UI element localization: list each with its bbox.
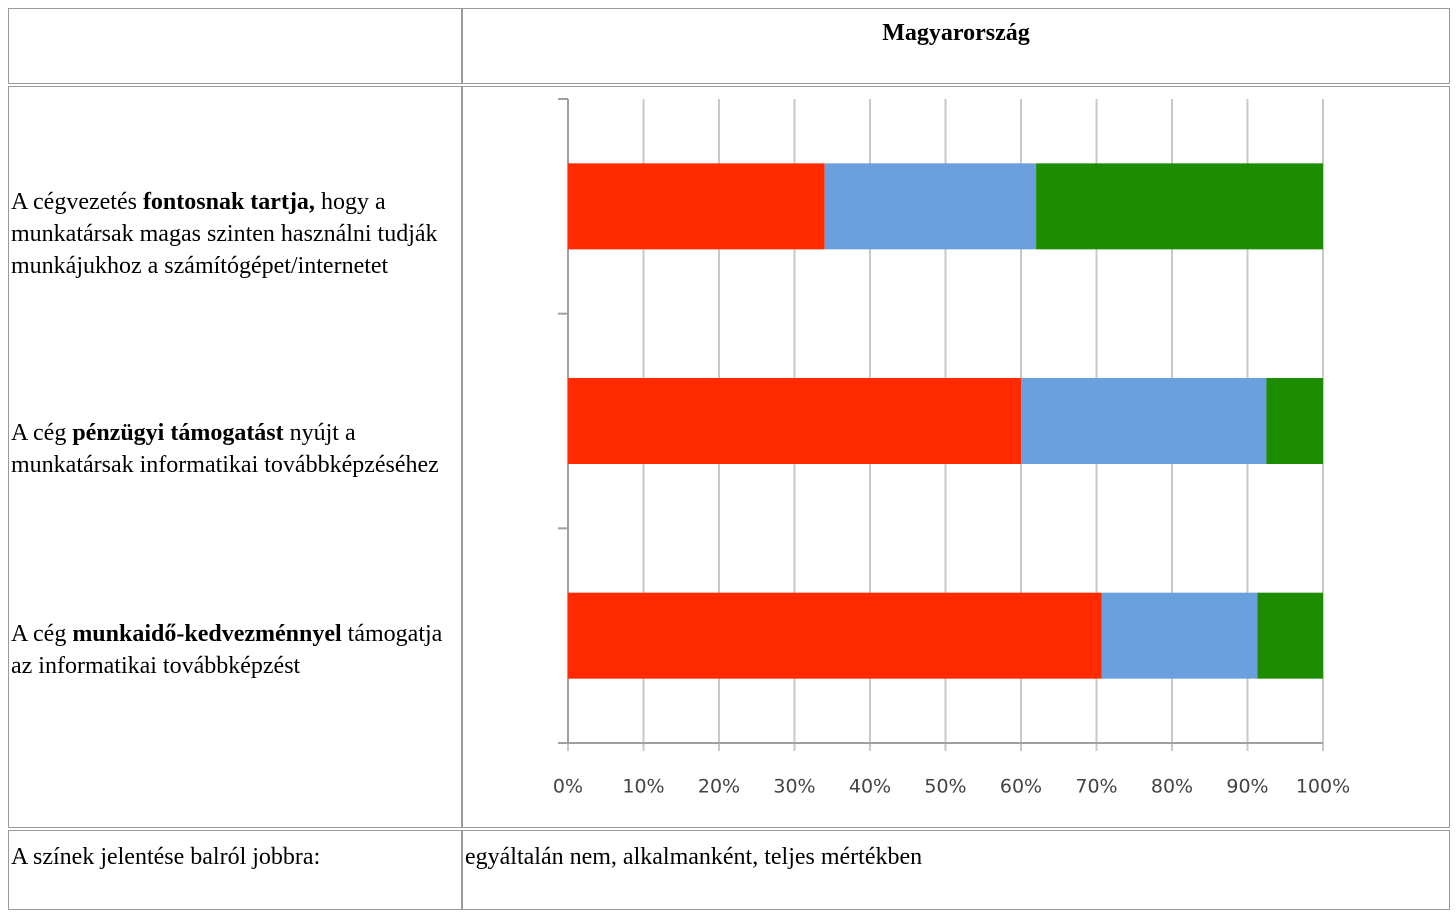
row-label-part: A cégvezetés	[11, 189, 143, 215]
header-title: Magyarország	[882, 20, 1030, 46]
x-tick-label: 10%	[622, 776, 664, 798]
row-label: A cég munkaidő-kedvezménnyel támogatja a…	[11, 618, 459, 682]
x-tick-label: 60%	[1000, 776, 1042, 798]
bar-segment	[1036, 163, 1323, 250]
x-tick-label: 0%	[553, 776, 583, 798]
x-tick-label: 90%	[1226, 776, 1268, 798]
row-label-bold: pénzügyi támogatást	[72, 420, 284, 446]
row-label-part: A cég	[11, 621, 73, 647]
row-label-part: nyújt a munkatársak informatikai továbbk…	[11, 420, 439, 478]
row-label: A cég pénzügyi támogatást nyújt a munkat…	[11, 417, 459, 481]
bar-segment	[568, 592, 1102, 679]
chart: 0% 10% 20% 30% 40% 50% 60% 70% 80% 90% 100%	[553, 98, 1350, 798]
x-tick-label: 100%	[1296, 776, 1350, 798]
x-tick-label: 20%	[698, 776, 740, 798]
legend-label: A színek jelentése balról jobbra:	[11, 844, 321, 870]
bar-segment	[1266, 378, 1323, 464]
bar-segment	[1257, 592, 1323, 679]
row-label-bold: munkaidő-kedvezménnyel	[72, 621, 342, 647]
chart-cell: 0% 10% 20% 30% 40% 50% 60% 70% 80% 90% 100%	[462, 86, 1450, 828]
legend-text: egyáltalán nem, alkalmanként, teljes mér…	[465, 844, 923, 870]
bar-segment	[1021, 378, 1267, 464]
header-empty-cell	[8, 8, 462, 84]
x-tick-label: 30%	[773, 776, 815, 798]
x-tick-label: 40%	[849, 776, 891, 798]
header-cell: Magyarország	[462, 8, 1450, 84]
x-tick-label: 70%	[1075, 776, 1117, 798]
bar-segment	[824, 163, 1037, 250]
row-label: A cégvezetés fontosnak tartja, hogy a mu…	[11, 186, 459, 282]
row-label-part: támogatja az informatikai továbbképzést	[11, 621, 443, 679]
x-tick-label: 50%	[924, 776, 966, 798]
x-tick-label: 80%	[1151, 776, 1193, 798]
legend-text-cell: egyáltalán nem, alkalmanként, teljes mér…	[462, 830, 1450, 910]
bar-segment	[1101, 592, 1258, 679]
labels-cell: A cégvezetés fontosnak tartja, hogy a mu…	[8, 86, 462, 828]
bar-segment	[568, 378, 1021, 464]
legend-label-cell: A színek jelentése balról jobbra:	[8, 830, 462, 910]
bar-segment	[568, 163, 825, 250]
row-label-bold: fontosnak tartja,	[142, 189, 315, 215]
row-label-part: A cég	[11, 420, 73, 446]
row-label-part: hogy a munkatársak magas szinten használ…	[11, 189, 438, 279]
